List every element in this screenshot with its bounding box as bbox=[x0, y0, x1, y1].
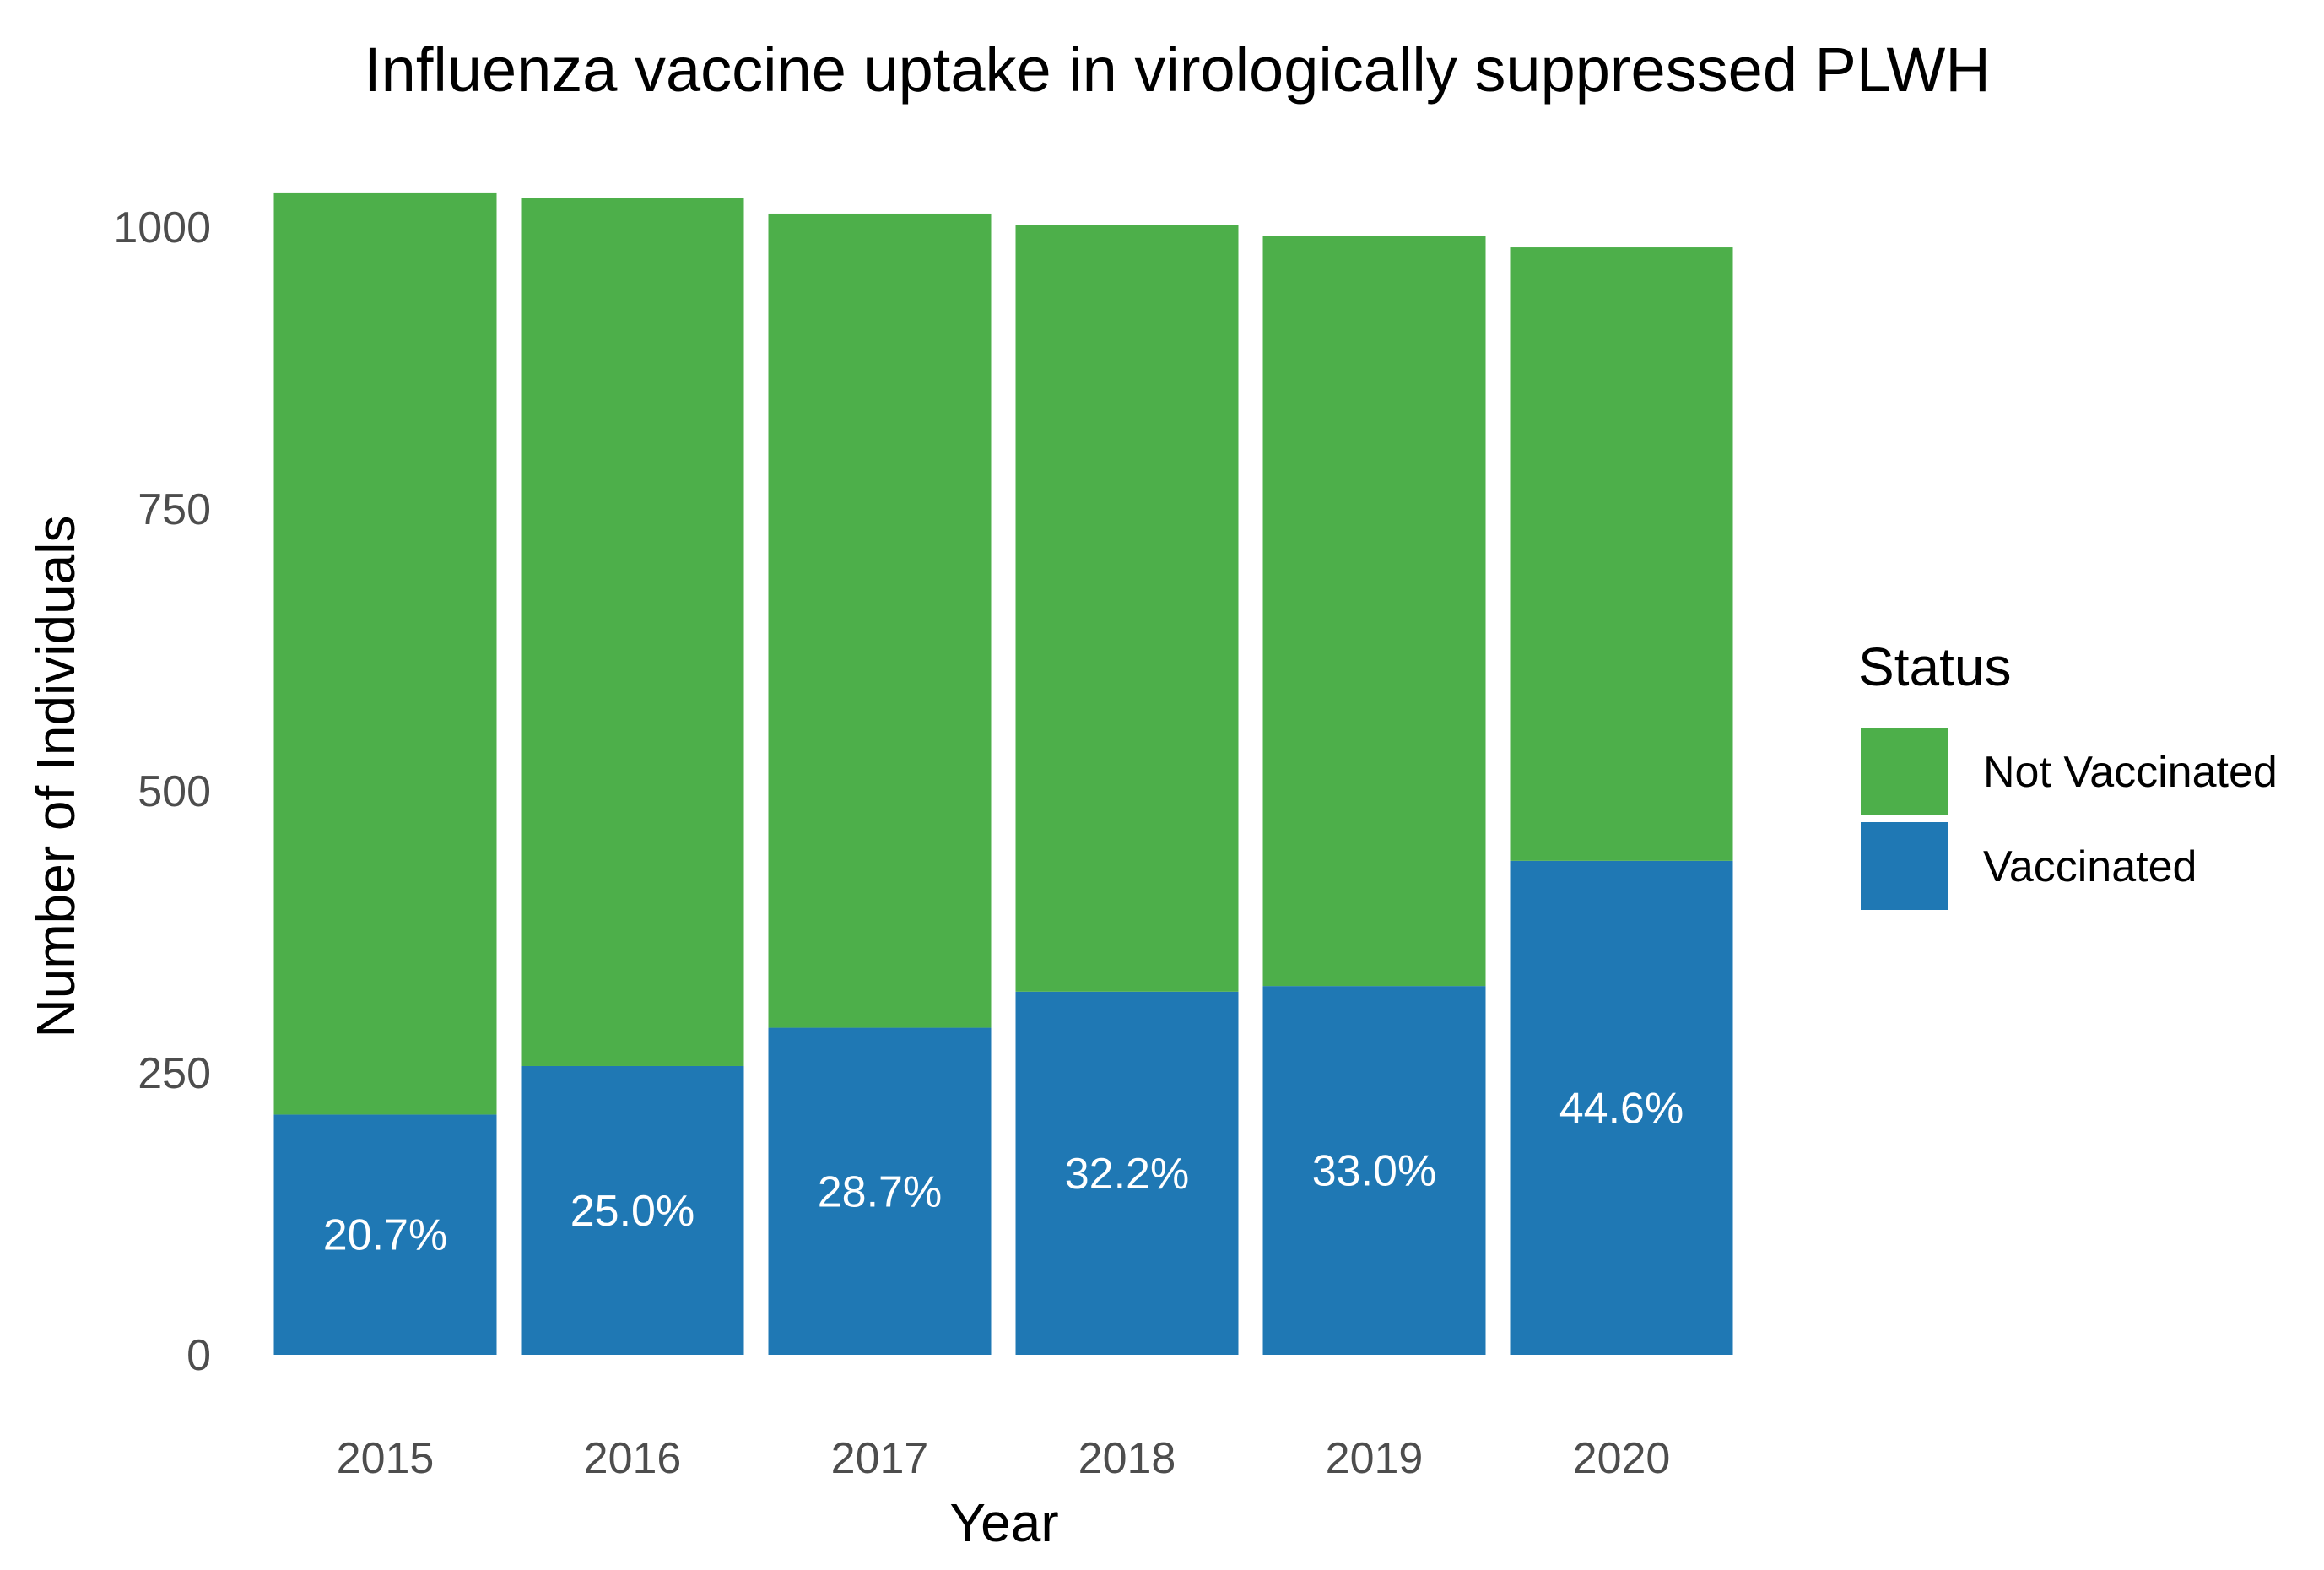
bar-not-vaccinated-2020 bbox=[1510, 247, 1733, 861]
y-tick-label: 500 bbox=[138, 767, 211, 816]
y-axis: 0 250 500 750 1000 bbox=[113, 203, 211, 1380]
x-tick-label: 2016 bbox=[584, 1434, 682, 1483]
legend-title: Status bbox=[1858, 636, 2011, 697]
legend-label: Not Vaccinated bbox=[1983, 748, 2278, 797]
y-tick-label: 750 bbox=[138, 485, 211, 534]
y-tick-label: 250 bbox=[138, 1049, 211, 1098]
bar-vaccinated-2015 bbox=[273, 1114, 497, 1355]
y-axis-title: Number of Individuals bbox=[25, 516, 86, 1038]
bar-vaccinated-2019 bbox=[1262, 986, 1486, 1355]
x-tick-label: 2020 bbox=[1573, 1434, 1671, 1483]
x-tick-label: 2015 bbox=[337, 1434, 435, 1483]
data-label-2019: 33.0% bbox=[1312, 1147, 1436, 1196]
data-label-2018: 32.2% bbox=[1065, 1150, 1189, 1199]
bar-vaccinated-2018 bbox=[1015, 991, 1239, 1355]
x-tick-label: 2018 bbox=[1078, 1434, 1176, 1483]
x-tick-label: 2017 bbox=[831, 1434, 929, 1483]
x-axis: 2015 2016 2017 2018 2019 2020 bbox=[337, 1434, 1671, 1483]
bar-vaccinated-2017 bbox=[768, 1027, 992, 1355]
legend-swatch bbox=[1861, 728, 1948, 815]
bar-not-vaccinated-2019 bbox=[1262, 236, 1486, 987]
x-tick-label: 2019 bbox=[1326, 1434, 1424, 1483]
bar-vaccinated-2020 bbox=[1510, 860, 1733, 1355]
data-label-2020: 44.6% bbox=[1559, 1084, 1684, 1133]
data-label-2015: 20.7% bbox=[323, 1211, 447, 1260]
bar-not-vaccinated-2018 bbox=[1015, 225, 1239, 992]
data-label-2016: 25.0% bbox=[570, 1187, 694, 1236]
bar-vaccinated-2016 bbox=[521, 1065, 744, 1355]
bar-not-vaccinated-2016 bbox=[521, 198, 744, 1066]
y-tick-label: 0 bbox=[186, 1331, 211, 1380]
legend: Status Not Vaccinated Vaccinated bbox=[1858, 636, 2278, 910]
data-label-2017: 28.7% bbox=[818, 1167, 942, 1216]
bar-not-vaccinated-2017 bbox=[768, 213, 992, 1028]
bar-not-vaccinated-2015 bbox=[273, 192, 497, 1115]
legend-swatch bbox=[1861, 822, 1948, 910]
legend-label: Vaccinated bbox=[1983, 842, 2197, 891]
chart-title: Influenza vaccine uptake in virologicall… bbox=[364, 35, 1991, 105]
plot-area: 20.7% 25.0% 28.7% 32.2% 33.0% 44.6% bbox=[273, 192, 1733, 1355]
y-tick-label: 1000 bbox=[113, 203, 211, 252]
x-axis-title: Year bbox=[949, 1492, 1058, 1553]
